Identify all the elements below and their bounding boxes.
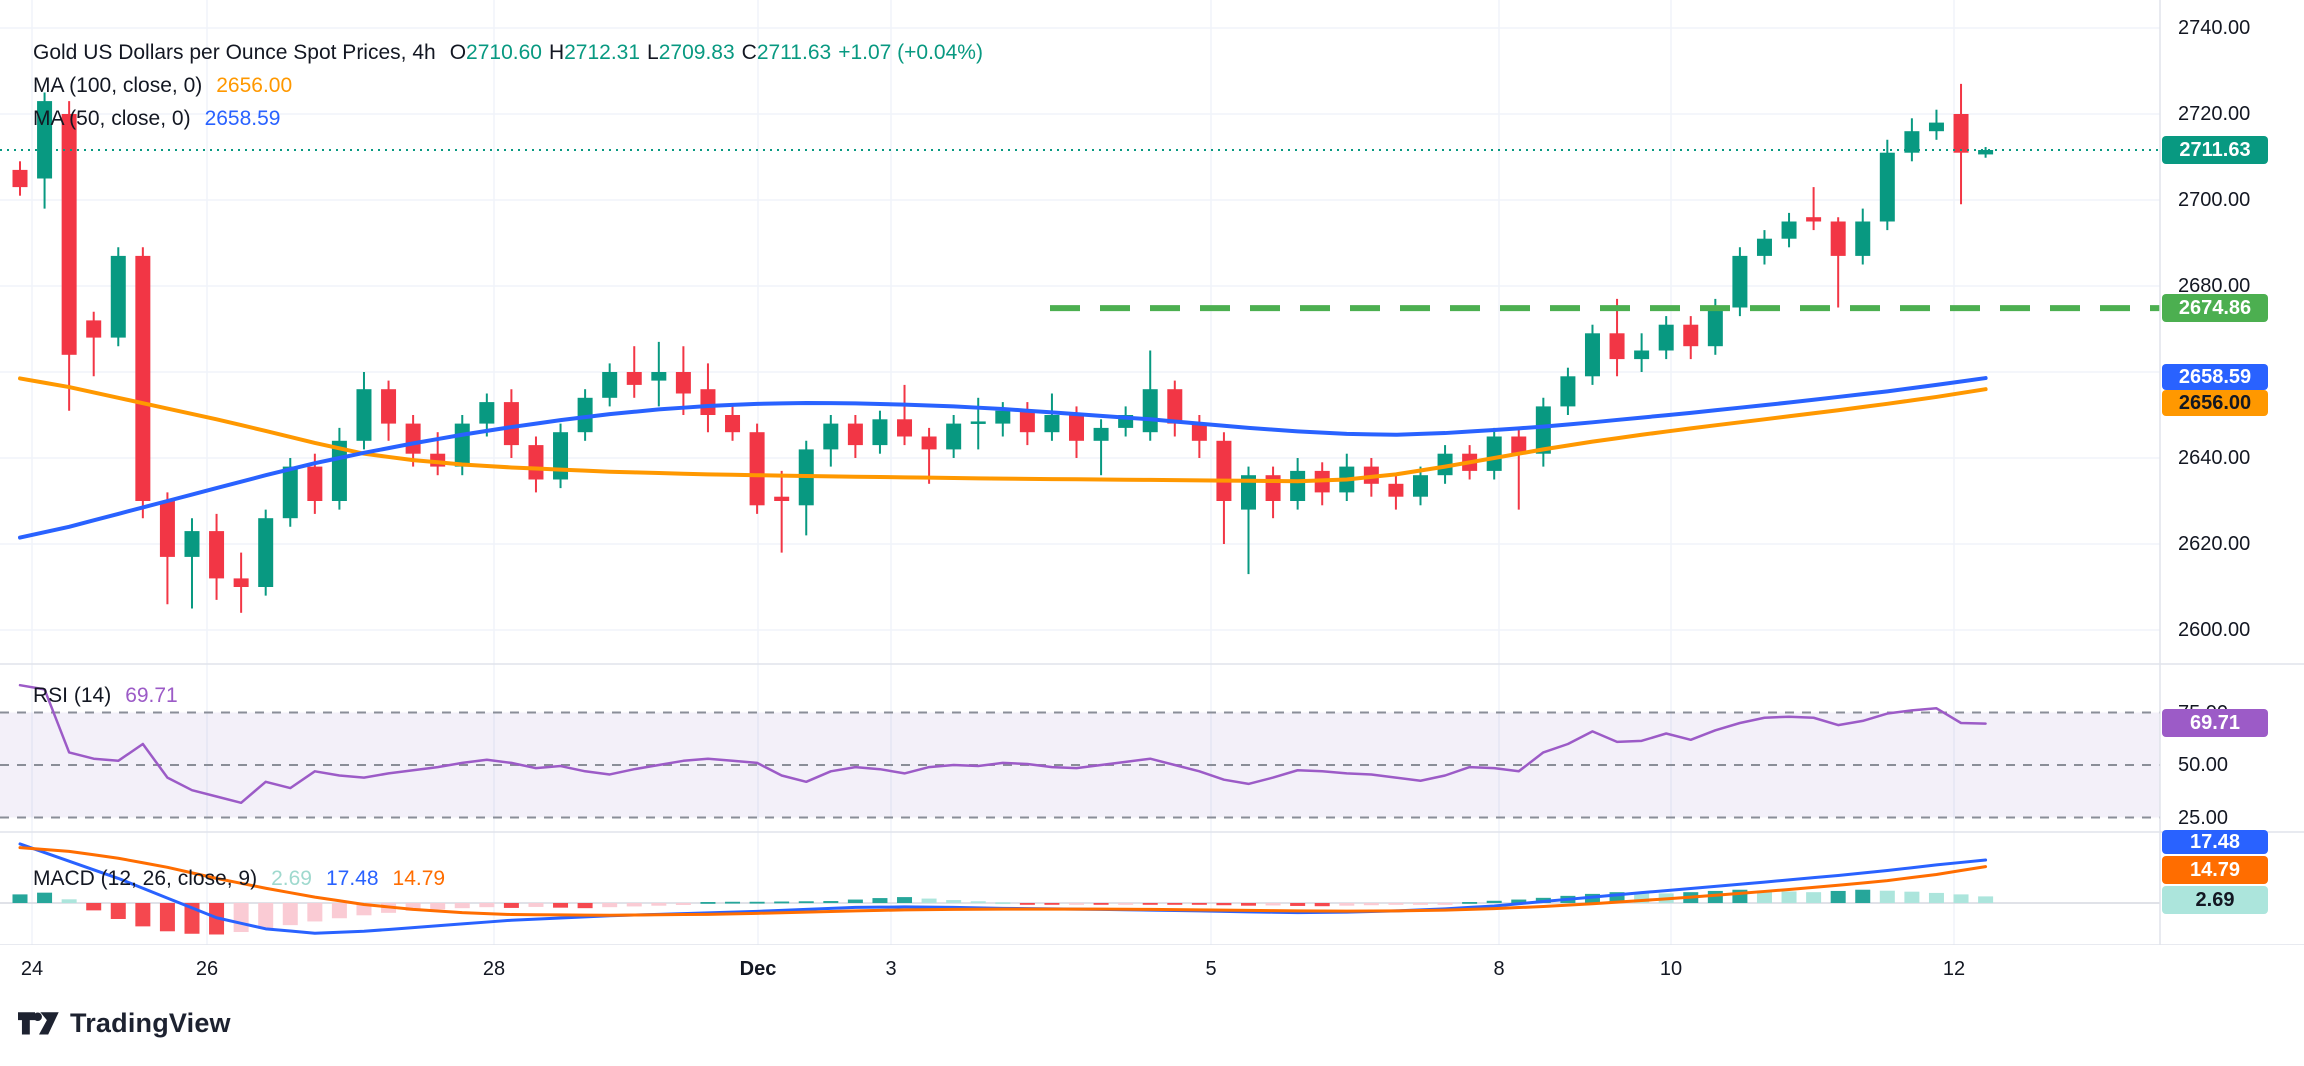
price-axis-label: 2720.00 (2178, 103, 2251, 125)
time-axis-label: 3 (885, 958, 897, 980)
time-axis-label: 5 (1205, 958, 1217, 980)
time-axis-label: 26 (195, 958, 219, 980)
change-value: +1.07 (+0.04%) (838, 40, 983, 64)
tradingview-logo-text: TradingView (70, 1008, 231, 1038)
time-axis-label: 8 (1493, 958, 1505, 980)
ohlc-close-label: C (741, 40, 757, 64)
time-axis-label: 28 (482, 958, 506, 980)
ma100-label: MA (100, close, 0) (33, 73, 203, 97)
ma100-line[interactable] (18, 376, 1988, 484)
ohlc-low-label: L (647, 40, 659, 64)
symbol-title: Gold US Dollars per Ounce Spot Prices, 4… (33, 40, 436, 64)
rsi-band (0, 711, 2160, 819)
price-axis-label: 2740.00 (2178, 17, 2251, 39)
ma100-price-badge: 2656.00 (2162, 390, 2268, 416)
price-axis-label: 2680.00 (2178, 275, 2251, 297)
ma50-value: 2658.59 (204, 106, 281, 130)
price-axis-label: 2600.00 (2178, 619, 2251, 641)
macd-line-value: 17.48 (325, 867, 379, 890)
hist-value-badge: 2.69 (2162, 886, 2268, 914)
time-scale[interactable]: 24 26 28 Dec 3 5 8 10 12 (0, 945, 2304, 1000)
time-axis-label: Dec (739, 958, 777, 980)
macd-signal-value: 14.79 (392, 867, 446, 890)
ma50-legend-row[interactable]: MA (50, close, 0) 2658.59 (33, 102, 983, 135)
macd-legend: MACD (12, 26, close, 9) 2.69 17.48 14.79 (33, 866, 445, 892)
level-price-badge: 2674.86 (2162, 294, 2268, 322)
rsi-legend: RSI (14) 69.71 (33, 683, 178, 709)
price-axis-label: 2700.00 (2178, 189, 2251, 211)
signal-value-badge: 14.79 (2162, 856, 2268, 884)
ma100-legend-row[interactable]: MA (100, close, 0) 2656.00 (33, 69, 983, 102)
price-axis-label: 2640.00 (2178, 447, 2251, 469)
last-price-badge: 2711.63 (2162, 136, 2268, 164)
symbol-legend: Gold US Dollars per Ounce Spot Prices, 4… (33, 36, 983, 135)
symbol-title-row[interactable]: Gold US Dollars per Ounce Spot Prices, 4… (33, 36, 983, 69)
tradingview-logo-icon (18, 1011, 59, 1034)
macd-value-badge: 17.48 (2162, 830, 2268, 854)
price-gridlines (0, 27, 2160, 631)
rsi-legend-row[interactable]: RSI (14) 69.71 (33, 683, 178, 709)
time-axis-label: 10 (1659, 958, 1683, 980)
rsi-axis-label: 50.00 (2178, 754, 2229, 776)
time-axis-label: 12 (1942, 958, 1966, 980)
rsi-value-badge: 69.71 (2162, 709, 2268, 737)
time-gridlines (31, 0, 1955, 945)
tradingview-logo[interactable]: TradingView (18, 1008, 231, 1039)
rsi-label: RSI (14) (33, 684, 112, 707)
ma100-value: 2656.00 (216, 73, 293, 97)
macd-hist-value: 2.69 (271, 867, 312, 890)
ohlc-high-label: H (548, 40, 565, 64)
rsi-line[interactable] (18, 683, 1987, 805)
candlestick-series[interactable] (12, 83, 1994, 613)
ohlc-open-value: 2710.60 (466, 40, 542, 64)
price-axis-label: 2620.00 (2178, 533, 2251, 555)
ma50-label: MA (50, close, 0) (33, 106, 191, 130)
rsi-axis-label: 25.00 (2178, 806, 2229, 829)
macd-label: MACD (12, 26, close, 9) (33, 867, 258, 890)
ma50-line[interactable] (18, 376, 1988, 540)
ohlc-close-value: 2711.63 (756, 40, 832, 64)
ohlc-high-value: 2712.31 (564, 40, 641, 64)
macd-legend-row[interactable]: MACD (12, 26, close, 9) 2.69 17.48 14.79 (33, 866, 445, 892)
ohlc-low-value: 2709.83 (658, 40, 735, 64)
ma50-price-badge: 2658.59 (2162, 364, 2268, 390)
ohlc-open-label: O (449, 40, 467, 64)
signal-line[interactable] (18, 846, 1988, 917)
rsi-value: 69.71 (125, 684, 178, 707)
time-axis-label: 24 (20, 958, 44, 980)
